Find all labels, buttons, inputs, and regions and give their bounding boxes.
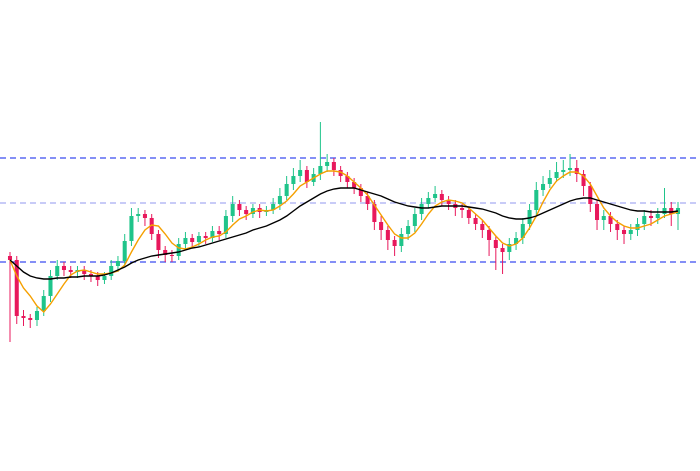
candle-body bbox=[34, 311, 40, 320]
candle-body bbox=[595, 204, 600, 220]
candle-body bbox=[581, 174, 586, 186]
candle-body bbox=[338, 170, 343, 176]
candle-body bbox=[487, 230, 492, 240]
candle-body bbox=[352, 182, 357, 188]
candle-body bbox=[500, 248, 505, 252]
candle-body bbox=[419, 204, 424, 214]
candle-body bbox=[142, 214, 147, 218]
candle-body bbox=[358, 188, 363, 196]
candle-body bbox=[527, 210, 532, 224]
candle-body bbox=[493, 240, 498, 248]
candle-body bbox=[48, 276, 53, 296]
candle-body bbox=[534, 190, 539, 210]
candle-body bbox=[547, 178, 552, 184]
candle-body bbox=[345, 176, 350, 182]
candle-body bbox=[7, 256, 13, 260]
candle-body bbox=[196, 236, 201, 242]
candle-body bbox=[541, 184, 546, 190]
candle-body bbox=[439, 194, 444, 200]
candle-body bbox=[574, 168, 579, 174]
candle-body bbox=[372, 204, 377, 222]
candle-body bbox=[365, 196, 370, 204]
candle-body bbox=[628, 230, 633, 234]
moving-average-line bbox=[9, 187, 679, 280]
candle-body bbox=[149, 218, 154, 234]
candle-body bbox=[88, 274, 93, 276]
candle-body bbox=[136, 214, 141, 216]
candle-body bbox=[277, 196, 282, 204]
candle-body bbox=[190, 238, 195, 242]
candle-body bbox=[608, 216, 613, 224]
candle-body bbox=[588, 186, 593, 204]
candle-body bbox=[466, 210, 471, 218]
candle-body bbox=[95, 276, 100, 280]
candle-body bbox=[480, 224, 485, 230]
candle-body bbox=[385, 230, 390, 240]
candle-body bbox=[412, 214, 417, 226]
candle-body bbox=[399, 234, 404, 246]
candle-body bbox=[176, 244, 181, 256]
candle-body bbox=[568, 168, 573, 170]
candle-body bbox=[14, 260, 19, 316]
candle-body bbox=[250, 208, 255, 214]
candle-body bbox=[82, 270, 87, 274]
candle-body bbox=[55, 266, 60, 276]
candle-body bbox=[122, 241, 127, 261]
candle-body bbox=[210, 231, 215, 238]
candle-body bbox=[169, 255, 174, 256]
candle-body bbox=[156, 234, 161, 250]
candle-body bbox=[318, 166, 323, 174]
candle-body bbox=[615, 224, 620, 230]
candle-body bbox=[514, 238, 519, 244]
candle-body bbox=[102, 276, 107, 280]
candle-body bbox=[230, 204, 235, 216]
candle-body bbox=[244, 210, 249, 214]
candle-body bbox=[669, 208, 674, 214]
candle-body bbox=[115, 261, 120, 266]
candle-body bbox=[68, 270, 73, 272]
candle-body bbox=[109, 266, 114, 276]
candle-body bbox=[379, 222, 384, 230]
candle-body bbox=[41, 296, 46, 311]
candle-body bbox=[520, 224, 525, 238]
candle-body bbox=[507, 244, 512, 252]
candle-body bbox=[433, 194, 438, 198]
candle-body bbox=[223, 216, 228, 234]
candle-body bbox=[406, 226, 411, 234]
moving-average-line bbox=[9, 170, 679, 314]
candle-body bbox=[642, 216, 647, 224]
candle-body bbox=[237, 204, 242, 210]
candle-body bbox=[21, 316, 26, 318]
candle-body bbox=[473, 218, 478, 224]
candle-body bbox=[635, 224, 640, 230]
candle-body bbox=[298, 170, 303, 176]
candle-body bbox=[203, 236, 208, 238]
candle-body bbox=[662, 208, 667, 214]
candle-body bbox=[217, 231, 222, 234]
candle-body bbox=[331, 162, 336, 170]
candle-body bbox=[460, 208, 465, 210]
candle-body bbox=[601, 216, 606, 220]
candle-body bbox=[271, 204, 276, 210]
candle-body bbox=[561, 170, 566, 172]
candle-body bbox=[426, 198, 431, 204]
candle-body bbox=[621, 230, 627, 234]
candle-body bbox=[163, 250, 168, 255]
candle-body bbox=[648, 216, 654, 218]
candle-body bbox=[129, 216, 134, 241]
candle-body bbox=[554, 172, 559, 178]
candle-body bbox=[291, 176, 296, 184]
candle-body bbox=[655, 214, 660, 218]
candle-body bbox=[325, 162, 330, 166]
candle-body bbox=[284, 184, 289, 196]
candle-body bbox=[183, 238, 188, 244]
candle-body bbox=[28, 318, 33, 320]
candle-body bbox=[392, 240, 397, 246]
candle-body bbox=[61, 266, 67, 270]
candle-body bbox=[304, 170, 309, 182]
candle-body bbox=[446, 200, 451, 204]
